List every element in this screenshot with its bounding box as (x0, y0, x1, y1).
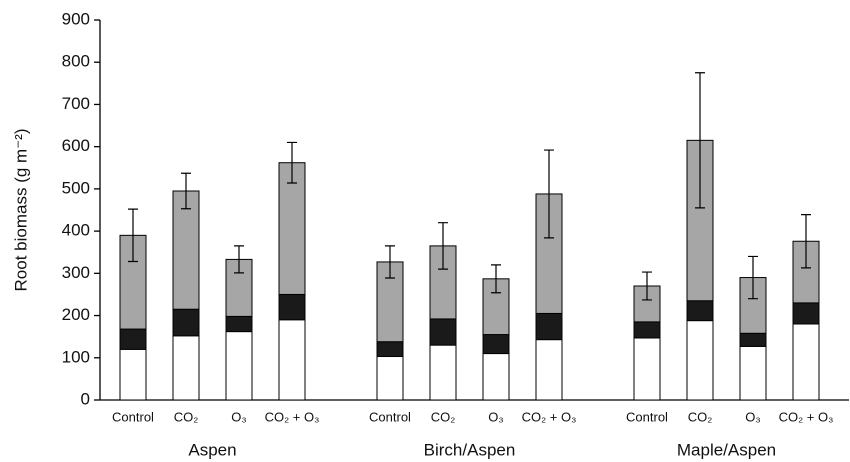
error-bar (128, 208, 138, 263)
bar-segment (482, 334, 510, 355)
x-tick-label: O₃ (231, 409, 246, 424)
bar-segment (225, 331, 253, 401)
y-tick-label: 400 (62, 221, 90, 240)
y-tick-label: 0 (81, 389, 90, 408)
y-tick-label: 800 (62, 52, 90, 71)
bar-segment (792, 302, 820, 325)
bar-segment (482, 353, 510, 401)
y-tick-label: 600 (62, 136, 90, 155)
x-tick-label: Control (626, 409, 668, 424)
error-bar (491, 264, 501, 294)
bar-segment (535, 339, 563, 401)
bar-segment (429, 318, 457, 346)
error-bar (695, 72, 705, 209)
bar-segment (739, 332, 767, 347)
bar-segment (739, 345, 767, 401)
bar-segment (376, 356, 404, 401)
bar-segment (792, 323, 820, 401)
error-bar (748, 255, 758, 300)
y-tick-label: 200 (62, 305, 90, 324)
y-tick-label: 300 (62, 263, 90, 282)
error-bar (181, 172, 191, 210)
x-tick-label: CO₂ (174, 409, 199, 424)
error-bar (544, 149, 554, 239)
x-tick-label: CO₂ + O₃ (779, 409, 834, 424)
y-tick-label: 700 (62, 94, 90, 113)
error-bar (642, 271, 652, 301)
error-bar (801, 214, 811, 269)
bar-segment (376, 341, 404, 358)
bar-segment (278, 293, 306, 321)
y-tick-label: 500 (62, 178, 90, 197)
error-bar (234, 245, 244, 274)
y-axis-label: Root biomass (g m⁻²) (11, 129, 30, 292)
bar-segment (119, 348, 147, 401)
bar-segment (686, 320, 714, 401)
bar-segment (792, 240, 820, 304)
x-tick-label: CO₂ (431, 409, 456, 424)
x-tick-label: O₃ (745, 409, 760, 424)
error-bar (385, 245, 395, 279)
bar-segment (686, 300, 714, 322)
group-label: Birch/Aspen (424, 440, 516, 459)
bar-segment (172, 335, 200, 401)
group-label: Aspen (188, 440, 236, 459)
x-tick-label: CO₂ + O₃ (265, 409, 320, 424)
bar-segment (172, 308, 200, 337)
y-tick-label: 100 (62, 347, 90, 366)
error-bar (287, 141, 297, 184)
bar-segment (429, 344, 457, 401)
bar-segment (119, 328, 147, 350)
bar-segment (535, 312, 563, 341)
bar-segment (633, 321, 661, 339)
group-label: Maple/Aspen (677, 440, 776, 459)
bar-segment (278, 319, 306, 401)
error-bar (438, 222, 448, 270)
x-tick-label: CO₂ + O₃ (522, 409, 577, 424)
y-tick-label: 900 (62, 9, 90, 28)
bar-segment (225, 315, 253, 333)
x-tick-label: CO₂ (688, 409, 713, 424)
x-tick-label: Control (369, 409, 411, 424)
x-tick-label: O₃ (488, 409, 503, 424)
bar-segment (633, 337, 661, 401)
x-tick-label: Control (112, 409, 154, 424)
bar-segment (172, 190, 200, 310)
